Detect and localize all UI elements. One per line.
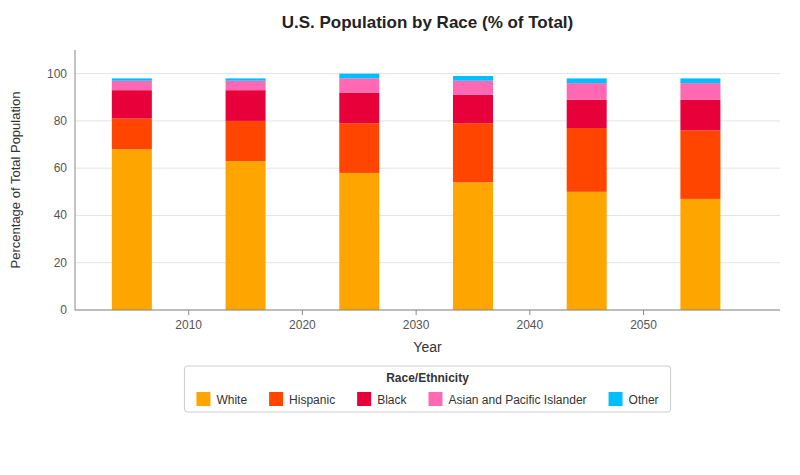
- grid-line: [75, 262, 780, 263]
- bar-segment: [112, 90, 152, 118]
- legend-swatch: [609, 392, 623, 406]
- bar-segment: [680, 100, 720, 131]
- bar-segment: [339, 74, 379, 79]
- bar-segment: [680, 130, 720, 199]
- grid-line: [75, 168, 780, 169]
- bar-segment: [567, 192, 607, 310]
- bar-segment: [226, 121, 266, 161]
- bar-segment: [453, 182, 493, 310]
- legend-swatch: [357, 392, 371, 406]
- grid-line: [75, 73, 780, 74]
- legend-label: Asian and Pacific Islander: [448, 393, 586, 407]
- grid-line: [75, 215, 780, 216]
- y-tick-label: 20: [54, 256, 68, 270]
- legend-swatch: [428, 392, 442, 406]
- bar-segment: [680, 83, 720, 100]
- legend-label: White: [216, 393, 247, 407]
- bar-segment: [680, 199, 720, 310]
- bar-segment: [339, 93, 379, 124]
- y-tick-label: 60: [54, 161, 68, 175]
- bar-segment: [453, 123, 493, 182]
- x-axis-line: [75, 310, 780, 311]
- bar-segment: [453, 76, 493, 81]
- x-tick-label: 2020: [289, 318, 316, 332]
- legend-label: Black: [377, 393, 407, 407]
- x-tick: [529, 310, 530, 315]
- bar-segment: [567, 83, 607, 100]
- bar-segment: [453, 95, 493, 123]
- bar-segment: [339, 78, 379, 92]
- legend-label: Other: [629, 393, 659, 407]
- x-tick-label: 2030: [403, 318, 430, 332]
- bar-segment: [226, 90, 266, 121]
- grid-line: [75, 120, 780, 121]
- bar-segment: [112, 149, 152, 310]
- bar-segment: [453, 81, 493, 95]
- bar-segment: [567, 78, 607, 83]
- bar-segment: [567, 100, 607, 128]
- chart: U.S. Population by Race (% of Total)0204…: [0, 0, 800, 475]
- title: U.S. Population by Race (% of Total): [282, 13, 574, 32]
- y-tick-label: 0: [60, 303, 67, 317]
- y-tick-label: 40: [54, 208, 68, 222]
- bars: [112, 74, 721, 310]
- legend-swatch: [269, 392, 283, 406]
- x-tick-label: 2050: [630, 318, 657, 332]
- bar-segment: [112, 78, 152, 80]
- bar-segment: [339, 123, 379, 173]
- y-axis-line: [75, 50, 76, 310]
- bar-segment: [226, 161, 266, 310]
- x-tick-label: 2040: [516, 318, 543, 332]
- y-tick-label: 80: [54, 114, 68, 128]
- grid: [75, 74, 780, 310]
- x-tick: [416, 310, 417, 315]
- bar-segment: [226, 78, 266, 80]
- x-axis-label: Year: [413, 339, 442, 355]
- x-tick: [188, 310, 189, 315]
- y-axis-label: Percentage of Total Population: [8, 92, 23, 269]
- bar-segment: [339, 173, 379, 310]
- bar-segment: [112, 81, 152, 90]
- legend-label: Hispanic: [289, 393, 335, 407]
- bar-segment: [567, 128, 607, 192]
- grid-line: [75, 310, 780, 311]
- x-tick-label: 2010: [175, 318, 202, 332]
- bar-segment: [226, 81, 266, 90]
- legend: Race/Ethnicity White Hispanic Black Asian an…: [184, 366, 670, 412]
- x-tick: [302, 310, 303, 315]
- legend-swatch: [196, 392, 210, 406]
- legend-title: Race/Ethnicity: [386, 371, 469, 385]
- y-tick-label: 100: [47, 67, 67, 81]
- bar-segment: [112, 119, 152, 150]
- x-tick: [643, 310, 644, 315]
- legend-frame: [184, 366, 670, 412]
- bar-segment: [680, 78, 720, 83]
